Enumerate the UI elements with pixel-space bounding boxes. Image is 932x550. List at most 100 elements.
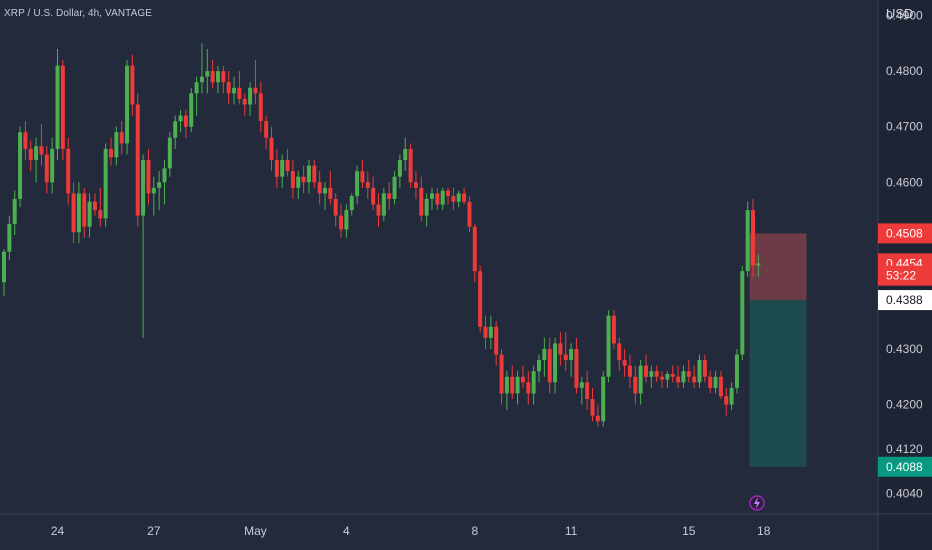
candle-body (430, 193, 434, 199)
candle-body (130, 65, 135, 105)
candle-body (478, 271, 483, 327)
candle-body (638, 365, 643, 394)
candle-body (510, 376, 515, 394)
candle-body (371, 187, 376, 205)
candle-body (349, 196, 354, 211)
candle-body (590, 398, 595, 416)
candle-body (339, 215, 344, 230)
candle-body (290, 171, 295, 188)
time-tick-label: 4 (343, 524, 350, 538)
lightning-bolt-icon (754, 497, 760, 509)
candle-body (686, 371, 691, 377)
candle-body (531, 371, 536, 394)
candle-body (60, 65, 65, 149)
price-label-stop-bg (878, 223, 932, 244)
candle-body (333, 198, 338, 216)
candle-body (585, 382, 590, 399)
candle-body (39, 146, 44, 155)
candle-body (237, 87, 242, 99)
candle-body (178, 115, 183, 122)
time-tick-label: 15 (682, 524, 696, 538)
candle-body (542, 348, 547, 361)
price-label-target: 0.4088 (886, 460, 923, 474)
candle-body (499, 354, 504, 394)
candle-body (344, 210, 349, 230)
candle-body (50, 148, 55, 183)
candle-body (708, 376, 713, 388)
take-profit-zone[interactable] (749, 300, 807, 467)
candle-body (269, 137, 274, 161)
candle-body (419, 187, 424, 216)
candle-body (547, 348, 552, 383)
candle-body (296, 176, 301, 188)
candle-body (488, 326, 493, 338)
candle-body (258, 93, 263, 122)
candle-body (713, 376, 718, 388)
candle-body (579, 382, 584, 388)
candle-body (12, 198, 17, 224)
price-tick-label: 0.4700 (886, 120, 923, 134)
candle-body (2, 251, 6, 283)
candle-body (210, 71, 215, 83)
candle-body (114, 132, 119, 158)
candle-body (146, 160, 151, 194)
price-tick-label: 0.4800 (886, 64, 923, 78)
candle-body (381, 193, 386, 216)
candle-body (681, 371, 686, 383)
stop-loss-zone[interactable] (749, 233, 807, 301)
candle-body (563, 354, 568, 361)
candle-body (253, 87, 258, 94)
price-label-entry: 0.4388 (886, 293, 923, 307)
candle-body (18, 132, 23, 199)
candle-body (553, 343, 558, 383)
candle-body (285, 160, 290, 172)
candle-body (360, 171, 365, 183)
time-tick-label: 11 (565, 524, 578, 538)
candle-body (697, 360, 702, 383)
candle-body (92, 201, 97, 211)
candle-body (627, 365, 632, 377)
candle-body (221, 71, 226, 83)
position-tool[interactable] (749, 233, 807, 467)
candle-body (216, 71, 220, 83)
candles-group (2, 43, 761, 427)
candle-body (189, 93, 194, 127)
candle-body (232, 87, 237, 94)
symbol-title: XRP / U.S. Dollar, 4h, VANTAGE (4, 8, 153, 19)
candle-body (467, 201, 472, 227)
candle-body (103, 148, 108, 219)
candle-body (649, 371, 654, 377)
candle-body (34, 146, 39, 161)
candle-body (162, 168, 167, 183)
candle-body (702, 360, 707, 377)
candle-body (7, 223, 12, 252)
candle-body (403, 148, 408, 161)
candle-body (125, 65, 130, 144)
candle-body (317, 182, 322, 194)
candle-body (569, 348, 574, 361)
candle-body (66, 148, 71, 194)
currency-label[interactable]: USD (886, 6, 914, 21)
event-marker[interactable] (749, 495, 765, 511)
candle-body (606, 315, 611, 377)
candle-body (242, 98, 247, 105)
candle-body (98, 210, 103, 219)
price-tick-label: 0.4600 (886, 175, 923, 189)
candle-body (151, 187, 156, 194)
candle-body (424, 198, 429, 216)
price-tick-label: 0.4120 (886, 442, 923, 456)
candle-body (601, 376, 606, 422)
candle-body (248, 87, 253, 105)
candle-body (376, 204, 381, 216)
candle-body (740, 271, 745, 355)
time-tick-label: 8 (471, 524, 478, 538)
time-tick-label: 18 (757, 524, 771, 538)
candle-body (408, 148, 413, 183)
candle-body (504, 376, 509, 394)
candle-body (119, 132, 124, 144)
candle-body (751, 210, 755, 266)
candle-body (323, 187, 327, 194)
time-axis[interactable]: 24 27 May 4 8 11 15 18 (0, 513, 932, 538)
